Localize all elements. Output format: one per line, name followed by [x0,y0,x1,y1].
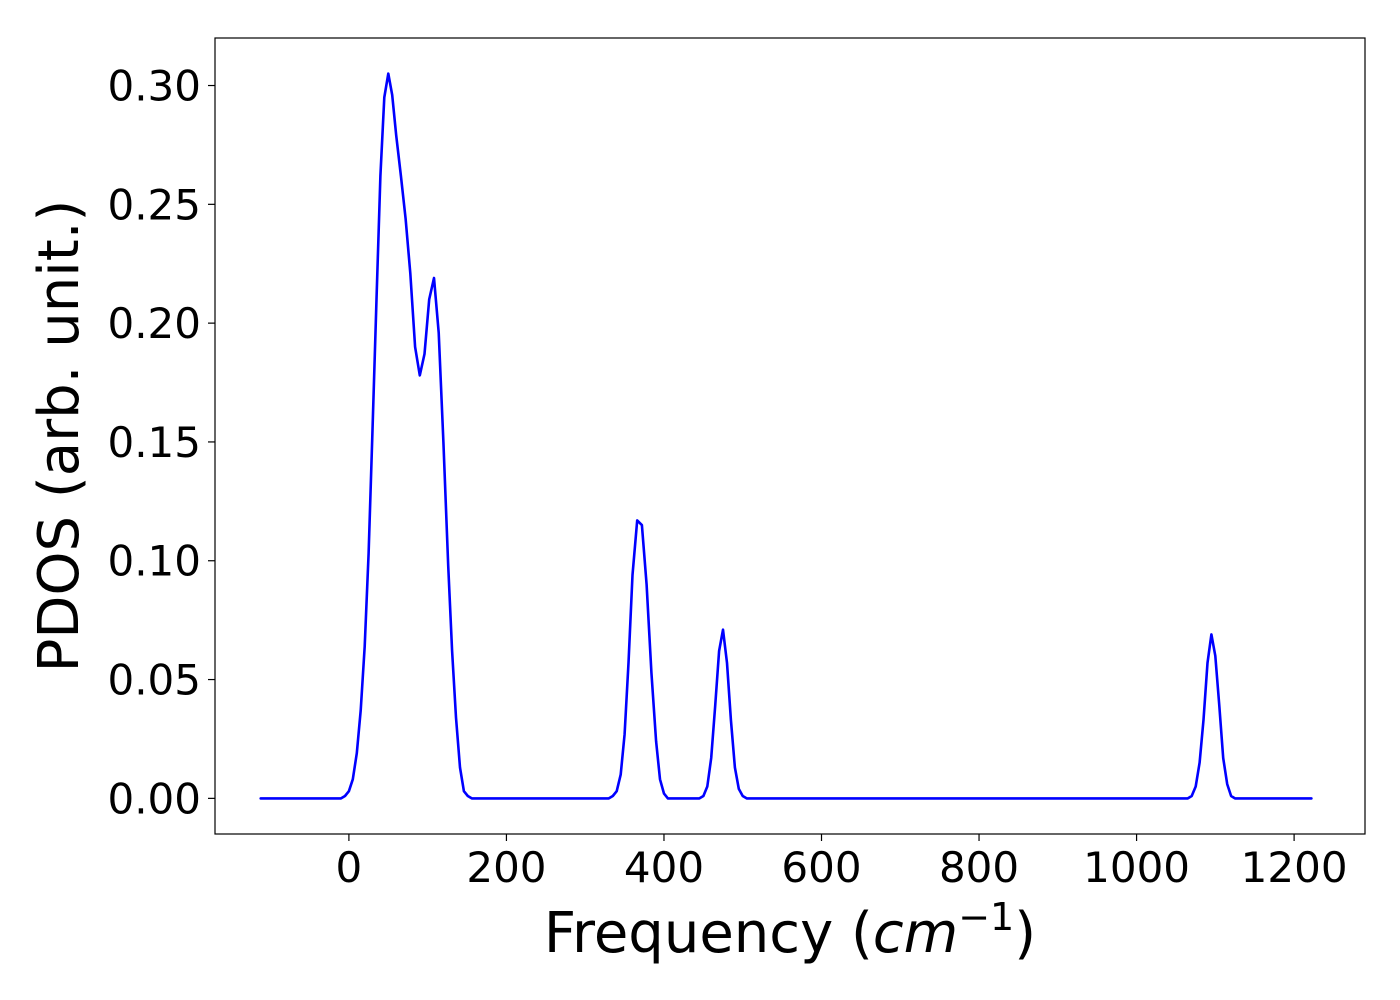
x-tick-label: 1000 [1083,843,1190,892]
y-tick-label: 0.00 [107,774,201,823]
y-axis: 0.00 0.05 0.10 0.15 0.20 0.25 0.30 [107,62,215,823]
x-axis-label: Frequency (cm−1) [544,895,1036,966]
y-tick-label: 0.10 [107,537,201,586]
plot-area [259,72,1313,800]
x-axis: 0 200 400 600 800 1000 1200 [336,834,1348,892]
x-tick-label: 200 [466,843,546,892]
y-tick-label: 0.15 [107,418,201,467]
y-tick-label: 0.20 [107,299,201,348]
x-tick-label: 0 [336,843,363,892]
x-tick-label: 800 [939,843,1019,892]
pdos-series-line [259,72,1313,800]
y-tick-label: 0.05 [107,656,201,705]
axes-frame [214,37,1366,835]
y-tick-label: 0.25 [107,180,201,229]
x-tick-label: 400 [624,843,704,892]
x-tick-label: 600 [781,843,861,892]
x-tick-label: 1200 [1241,843,1348,892]
y-axis-label: PDOS (arb. unit.) [27,200,92,673]
y-tick-label: 0.30 [107,62,201,111]
